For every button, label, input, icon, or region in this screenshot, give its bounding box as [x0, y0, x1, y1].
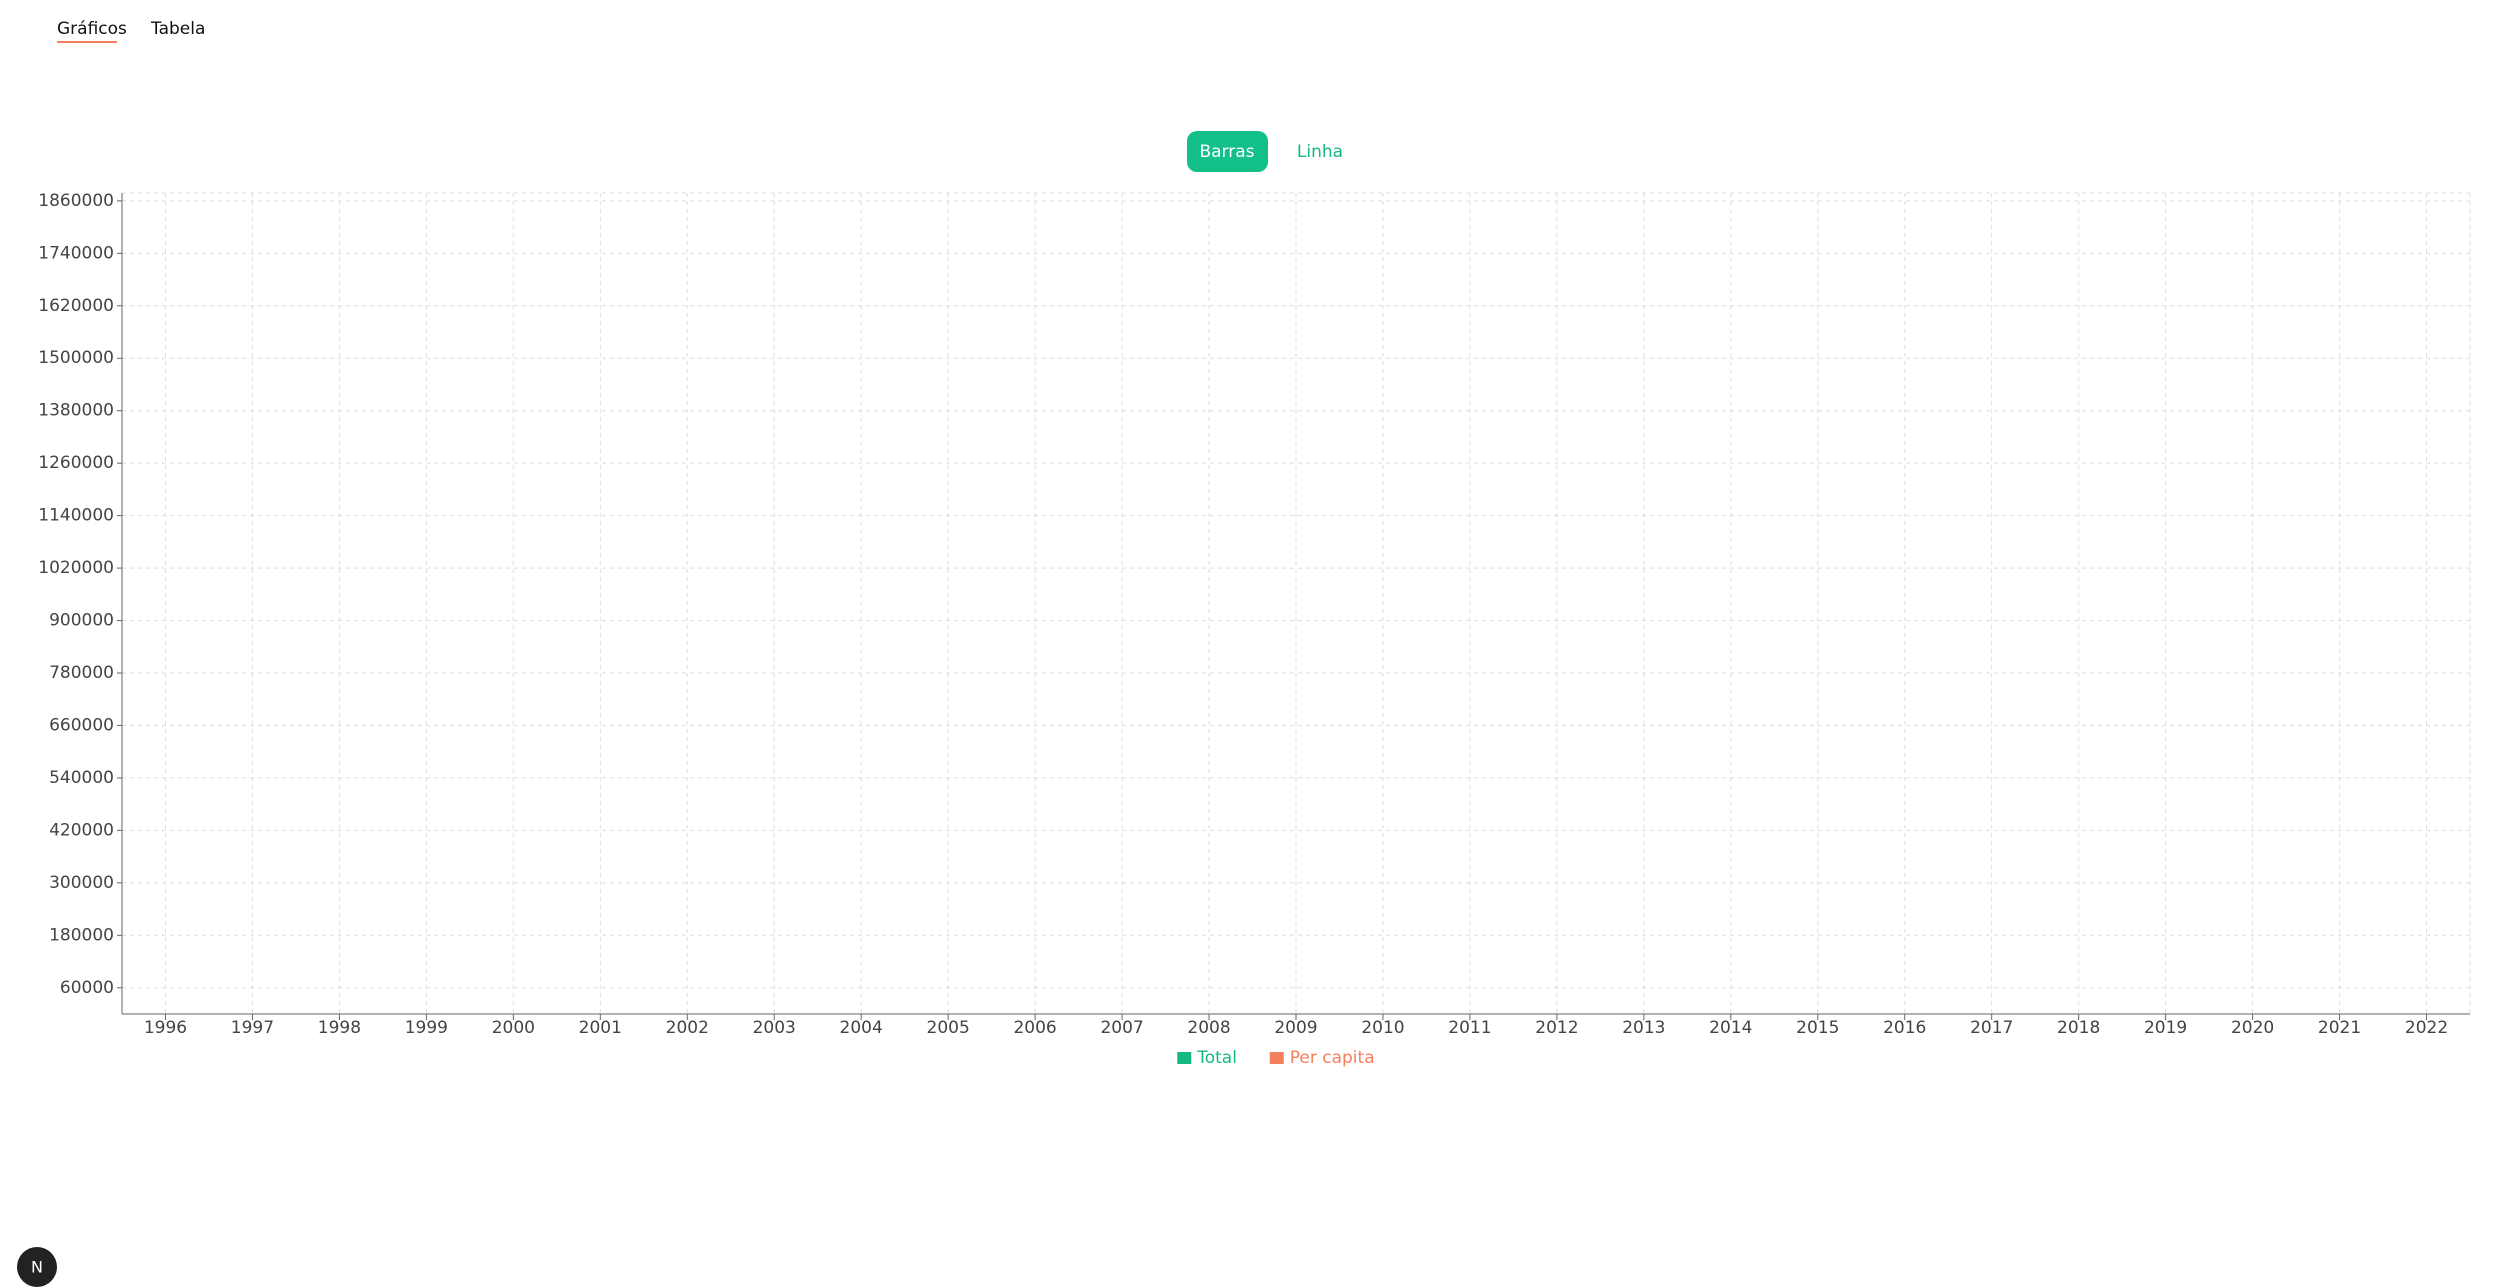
x-tick-label: 2016 — [1883, 1018, 1926, 1038]
x-tick-label: 2009 — [1274, 1018, 1317, 1038]
toggle-active-bg[interactable] — [1187, 131, 1268, 172]
y-tick-label: 60000 — [60, 978, 114, 998]
y-tick-label: 1620000 — [38, 296, 114, 316]
tab-graficos[interactable]: Gráficos — [57, 19, 127, 39]
x-tick-label: 2006 — [1013, 1018, 1056, 1038]
y-tick-label: 1500000 — [38, 348, 114, 368]
x-tick-label: 2021 — [2318, 1018, 2361, 1038]
x-tick-label: 2019 — [2144, 1018, 2187, 1038]
x-tick-label: 2004 — [840, 1018, 883, 1038]
legend-swatch — [1269, 1052, 1284, 1064]
x-tick-label: 2003 — [753, 1018, 796, 1038]
x-tick-label: 1996 — [144, 1018, 187, 1038]
y-tick-label: 1260000 — [38, 453, 114, 473]
x-tick-label: 2008 — [1187, 1018, 1230, 1038]
x-tick-label: 2014 — [1709, 1018, 1752, 1038]
legend-label: Total — [1196, 1048, 1237, 1068]
y-tick-label: 660000 — [49, 715, 114, 735]
y-tick-label: 1140000 — [38, 506, 114, 526]
y-tick-label: 1380000 — [38, 401, 114, 421]
y-tick-label: 1860000 — [38, 191, 114, 211]
dev-badge-icon: N — [31, 1258, 43, 1277]
x-tick-label: 2013 — [1622, 1018, 1665, 1038]
x-tick-label: 2002 — [666, 1018, 709, 1038]
toggle-barras[interactable]: Barras — [1199, 142, 1254, 162]
legend-swatch — [1177, 1052, 1192, 1064]
y-tick-label: 780000 — [49, 663, 114, 683]
tab-tabela[interactable]: Tabela — [150, 19, 205, 39]
y-tick-label: 180000 — [49, 925, 114, 945]
dev-badge[interactable] — [17, 1247, 57, 1287]
legend-label: Per capita — [1290, 1048, 1375, 1068]
x-tick-label: 1997 — [231, 1018, 274, 1038]
x-tick-label: 2017 — [1970, 1018, 2013, 1038]
x-tick-label: 2022 — [2405, 1018, 2448, 1038]
y-tick-label: 1020000 — [38, 558, 114, 578]
x-tick-label: 2007 — [1100, 1018, 1143, 1038]
x-tick-label: 2011 — [1448, 1018, 1491, 1038]
x-tick-label: 2001 — [579, 1018, 622, 1038]
x-tick-label: 2018 — [2057, 1018, 2100, 1038]
x-tick-label: 2015 — [1796, 1018, 1839, 1038]
y-tick-label: 1740000 — [38, 243, 114, 263]
x-tick-label: 1998 — [318, 1018, 361, 1038]
x-tick-label: 1999 — [405, 1018, 448, 1038]
x-tick-label: 2012 — [1535, 1018, 1578, 1038]
y-tick-label: 420000 — [49, 820, 114, 840]
y-tick-label: 900000 — [49, 611, 114, 631]
toggle-linha[interactable]: Linha — [1297, 142, 1343, 162]
x-tick-label: 2005 — [927, 1018, 970, 1038]
x-tick-label: 2020 — [2231, 1018, 2274, 1038]
x-tick-label: 2010 — [1361, 1018, 1404, 1038]
y-tick-label: 540000 — [49, 768, 114, 788]
x-tick-label: 2000 — [492, 1018, 535, 1038]
y-tick-label: 300000 — [49, 873, 114, 893]
